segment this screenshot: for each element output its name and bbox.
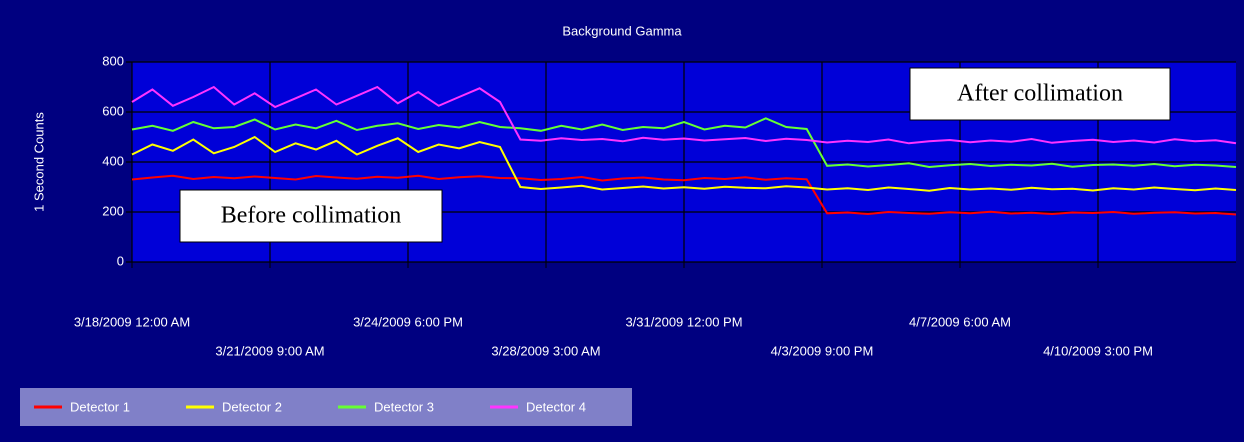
y-tick-label: 600: [102, 103, 124, 118]
series-line: [131, 85, 1237, 145]
annotation-text: After collimation: [957, 81, 1123, 107]
y-tick-label: 200: [102, 203, 124, 218]
lines: [131, 85, 1237, 216]
x-tick-label: 3/21/2009 9:00 AM: [215, 343, 324, 358]
x-tick-label: 3/24/2009 6:00 PM: [353, 314, 463, 329]
legend-box: [20, 388, 632, 426]
y-tick-label: 0: [117, 253, 124, 268]
x-tick-label: 4/3/2009 9:00 PM: [771, 343, 874, 358]
legend-label: Detector 4: [526, 399, 586, 414]
legend-label: Detector 2: [222, 399, 282, 414]
legend: Detector 1 Detector 2 Detector 3 Detector 4: [20, 388, 632, 426]
x-tick-label: 4/7/2009 6:00 AM: [909, 314, 1011, 329]
series-line: [131, 135, 1237, 192]
series-line: [131, 174, 1237, 216]
x-tick-label: 3/28/2009 3:00 AM: [491, 343, 600, 358]
y-tick-label: 400: [102, 153, 124, 168]
annotation-before: Before collimation: [179, 189, 443, 243]
legend-label: Detector 3: [374, 399, 434, 414]
annotation-text: Before collimation: [221, 203, 402, 229]
series-line: [131, 117, 1237, 169]
annotation-box: [179, 189, 443, 243]
legend-label: Detector 1: [70, 399, 130, 414]
annotation-box: [909, 67, 1171, 121]
x-tick-label: 3/18/2009 12:00 AM: [74, 314, 190, 329]
chart-title: Background Gamma: [562, 23, 682, 38]
y-axis-label: 1 Second Counts: [31, 112, 46, 212]
y-tick-label: 800: [102, 53, 124, 68]
x-tick-label: 3/31/2009 12:00 PM: [625, 314, 742, 329]
annotation-after: After collimation: [909, 67, 1171, 121]
x-tick-label: 4/10/2009 3:00 PM: [1043, 343, 1153, 358]
